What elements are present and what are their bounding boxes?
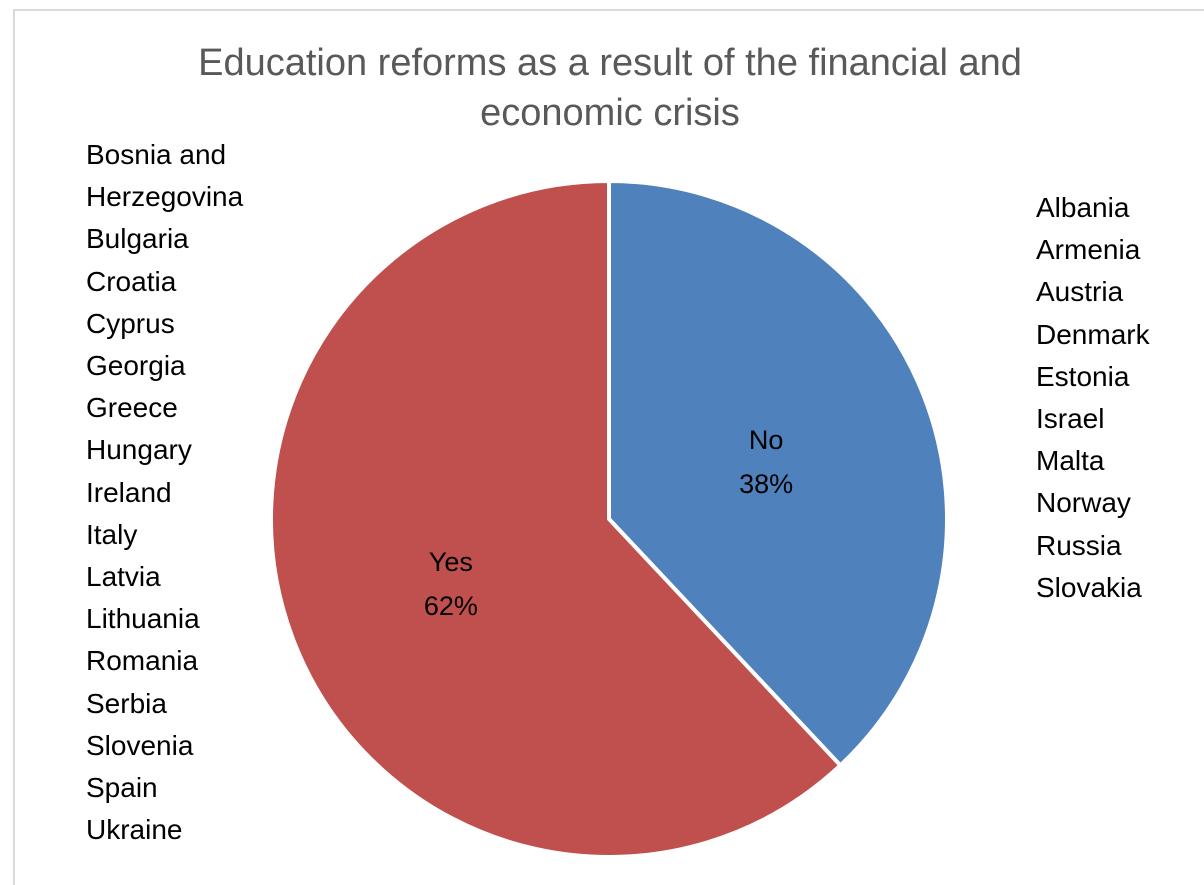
country-item: Slovenia [86,729,194,761]
country-item: Bosnia and [86,139,227,170]
country-item: Latvia [86,561,161,593]
country-item: Serbia [86,687,167,719]
slice-value-no: 38% [739,469,793,499]
country-item: Denmark [1036,318,1150,350]
chart-title-line-1: Education reforms as a result of the fin… [198,42,1022,84]
country-item: Austria [1036,276,1124,308]
country-item: Armenia [1036,234,1141,266]
country-item: Slovakia [1036,571,1142,603]
yes-country-list: Bosnia and Herzegovina Bulgaria Croatia Cypr… [86,134,286,851]
country-item: Croatia [86,265,177,297]
pie-slice-yes [269,179,843,859]
country-item: Russia [1036,529,1122,561]
pie-slice-no [607,179,949,768]
country-item: Ukraine [86,814,183,846]
slice-label-yes: Yes [429,547,473,577]
slice-label-no: No [749,425,784,455]
chart-title: Education reforms as a result of the fin… [60,38,1160,138]
country-item: Greece [86,392,178,424]
country-item: Lithuania [86,603,200,635]
country-item: Albania [1036,192,1130,223]
no-country-list: Albania Armenia Austria Denmark Estonia Israe… [1036,187,1201,609]
country-item: Ireland [86,476,172,508]
slice-value-yes: 62% [424,591,478,621]
country-item: Georgia [86,350,186,382]
country-item: Malta [1036,445,1105,477]
country-item: Italy [86,518,138,550]
country-item: Herzegovina [86,181,244,213]
country-item: Estonia [1036,360,1130,392]
country-item: Hungary [86,434,192,466]
country-item: Romania [86,645,199,677]
country-item: Norway [1036,487,1131,519]
chart-title-line-2: economic crisis [480,92,740,134]
country-item: Israel [1036,403,1105,435]
country-item: Bulgaria [86,223,189,255]
country-item: Spain [86,772,158,804]
country-item: Cyprus [86,307,175,339]
